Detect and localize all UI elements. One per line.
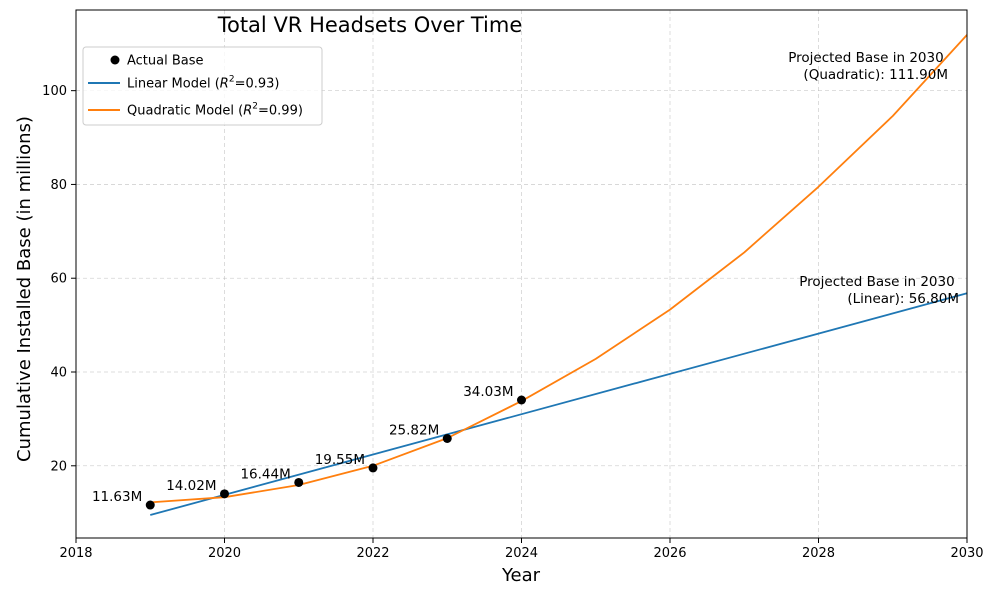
data-label-3: 19.55M [315,452,365,468]
data-point-1 [220,489,229,499]
data-label-0: 11.63M [92,489,142,505]
legend-linear-sup: 2 [229,75,235,85]
legend-quadratic-sup: 2 [252,102,258,112]
data-point-0 [145,500,155,510]
data-label-5: 34.03M [463,384,513,400]
legend-label-actual: Actual Base [127,54,204,69]
y-tick-label-100: 100 [42,84,67,99]
series-line-2 [150,34,968,504]
legend-quadratic-main: Quadratic Model ( [127,104,243,119]
legend-box [82,46,323,126]
x-tick-label-2022: 2022 [356,546,389,561]
legend-linear-main: Linear Model ( [127,77,220,92]
y-axis-label: Cumulative Installed Base (in millions) [14,116,35,462]
legend-label-quadratic: Quadratic Model (R2=0.99) [127,102,303,119]
y-tick-label-80: 80 [50,178,67,193]
y-tick-label-40: 40 [50,366,67,381]
legend-linear-tail: =0.93) [235,77,280,92]
annotation-quadratic: Projected Base in 2030 (Quadratic): 111.… [788,50,948,83]
plot-frame [75,9,968,539]
data-point-2 [294,477,304,487]
chart-title: Total VR Headsets Over Time [217,13,523,37]
legend-quadratic-tail: =0.99) [258,104,303,119]
data-point-5 [517,395,526,405]
legend: Actual Base Linear Model (R2=0.93) Quadr… [82,46,323,126]
y-tick-label-20: 20 [50,459,67,474]
series-line-1 [150,292,968,516]
annotation-quadratic-line2: (Quadratic): 111.90M [803,67,948,83]
data-point-3 [368,463,378,473]
data-label-4: 25.82M [389,422,439,438]
annotations: Projected Base in 2030 (Quadratic): 111.… [788,50,959,307]
data-labels: 11.63M 14.02M 16.44M 19.55M 25.82M 34.03M [92,384,514,505]
annotation-quadratic-line1: Projected Base in 2030 [788,50,943,66]
data-point-4 [442,433,452,443]
annotation-linear-line2: (Linear): 56.80M [847,291,959,307]
x-tick-label-2018: 2018 [59,546,92,561]
x-tick-label-2030: 2030 [950,546,983,561]
x-tick-label-2024: 2024 [505,546,538,561]
data-label-2: 16.44M [240,466,290,482]
legend-linear-r: R [220,77,229,92]
x-tick-label-2020: 2020 [208,546,241,561]
axes: 2018 2020 2022 2024 2026 2028 2030 20 40 60 80 100 [42,9,984,561]
series-layer [145,34,968,516]
legend-label-linear: Linear Model (R2=0.93) [127,75,279,92]
x-tick-label-2026: 2026 [653,546,686,561]
y-tick-label-60: 60 [50,272,67,287]
data-label-1: 14.02M [166,478,216,494]
legend-marker-actual [110,55,120,65]
annotation-linear-line1: Projected Base in 2030 [799,274,954,290]
legend-quadratic-r: R [243,104,252,119]
annotation-linear: Projected Base in 2030 (Linear): 56.80M [799,274,959,307]
x-tick-label-2028: 2028 [802,546,835,561]
x-axis-label: Year [501,565,541,586]
